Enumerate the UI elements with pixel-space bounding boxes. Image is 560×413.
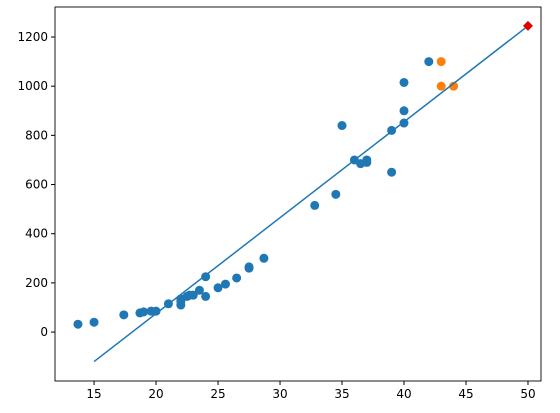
point xyxy=(337,121,347,131)
point xyxy=(194,285,204,295)
point xyxy=(232,273,242,283)
point xyxy=(119,310,129,320)
y-tick-label: 1200 xyxy=(17,30,48,44)
x-tick-label: 15 xyxy=(86,387,101,401)
point xyxy=(151,306,161,316)
x-tick-label: 20 xyxy=(148,387,163,401)
x-tick-label: 45 xyxy=(458,387,473,401)
point xyxy=(436,57,446,67)
y-tick-label: 0 xyxy=(40,325,48,339)
x-tick-label: 30 xyxy=(272,387,287,401)
point xyxy=(213,283,223,293)
point xyxy=(259,253,269,263)
y-tick-label: 800 xyxy=(25,128,48,142)
point xyxy=(399,106,409,116)
point xyxy=(522,20,533,31)
point xyxy=(449,81,459,91)
y-tick-label: 1000 xyxy=(17,79,48,93)
point xyxy=(436,81,446,91)
point xyxy=(89,317,99,327)
point xyxy=(188,290,198,300)
point xyxy=(73,319,83,329)
point xyxy=(362,155,372,165)
y-tick-label: 600 xyxy=(25,178,48,192)
fit-line xyxy=(93,25,529,363)
x-tick-label: 50 xyxy=(520,387,535,401)
y-tick-label: 400 xyxy=(25,227,48,241)
point xyxy=(387,167,397,177)
point xyxy=(139,307,149,317)
point xyxy=(244,262,254,272)
x-tick-label: 35 xyxy=(334,387,349,401)
point xyxy=(201,291,211,301)
plot-frame xyxy=(54,6,542,382)
point xyxy=(310,200,320,210)
x-tick-label: 25 xyxy=(210,387,225,401)
point xyxy=(220,279,230,289)
point xyxy=(424,57,434,67)
point xyxy=(201,272,211,282)
point xyxy=(399,77,409,87)
x-tick-label: 40 xyxy=(396,387,411,401)
point xyxy=(331,189,341,199)
y-tick-label: 200 xyxy=(25,276,48,290)
